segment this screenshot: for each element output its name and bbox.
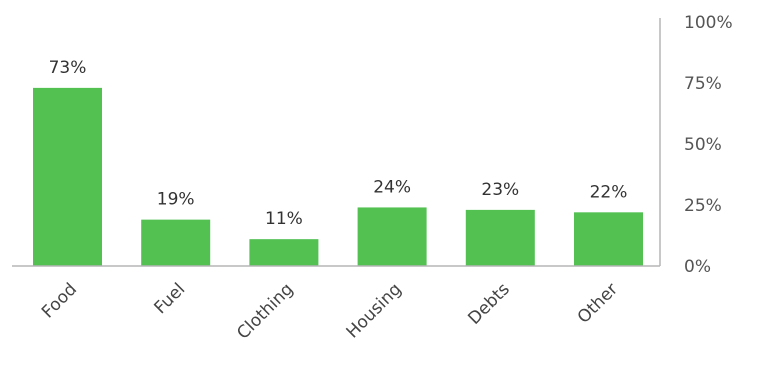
x-tick-labels-group: Food Fuel Clothing Housing Debts Other — [38, 279, 622, 343]
x-tick-label-fuel: Fuel — [150, 279, 189, 318]
x-tick-label-housing: Housing — [343, 279, 406, 342]
x-tick-label-debts: Debts — [464, 279, 514, 329]
x-tick-label-other: Other — [574, 279, 622, 327]
bar-fuel — [141, 219, 211, 266]
bar-clothing — [249, 239, 319, 266]
x-tick-label-clothing: Clothing — [233, 279, 297, 343]
data-label-fuel: 19% — [157, 190, 195, 210]
x-tick-label-food: Food — [38, 279, 81, 322]
y-tick-labels-group: 0% 25% 50% 75% 100% — [684, 13, 733, 277]
bar-debts — [465, 209, 535, 266]
y-tick-label-0: 0% — [684, 257, 711, 277]
y-tick-label-50: 50% — [684, 135, 722, 155]
bar-housing — [357, 207, 427, 266]
data-label-clothing: 11% — [265, 209, 303, 229]
data-labels-group: 73% 19% 11% 24% 23% 22% — [49, 58, 628, 229]
data-label-housing: 24% — [373, 177, 411, 197]
data-label-other: 22% — [590, 182, 628, 202]
y-tick-label-100: 100% — [684, 13, 733, 33]
y-tick-label-75: 75% — [684, 74, 722, 94]
data-label-debts: 23% — [481, 180, 519, 200]
bar-other — [574, 212, 643, 266]
data-label-food: 73% — [49, 58, 87, 78]
bar-food — [33, 87, 102, 266]
bars-group — [33, 87, 643, 266]
y-tick-label-25: 25% — [684, 196, 722, 216]
